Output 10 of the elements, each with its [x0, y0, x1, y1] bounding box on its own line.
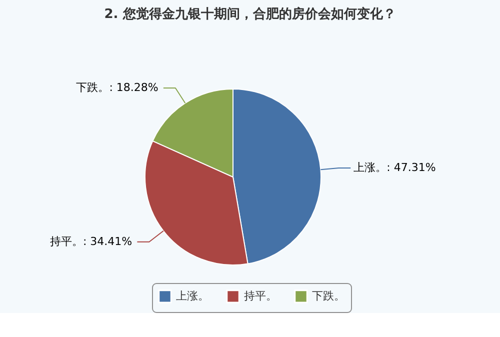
data-label: : 34.41%: [82, 234, 132, 248]
legend-label: 持平。: [244, 289, 277, 302]
slice-label: 下跌。: [76, 81, 110, 94]
legend-label: 上涨。: [176, 289, 209, 302]
data-label: : 18.28%: [109, 81, 158, 94]
data-label: : 47.31%: [386, 161, 436, 174]
chart-title: 2. 您觉得金九银十期间，合肥的房价会如何变化？: [104, 6, 396, 22]
slice-label: 上涨。: [354, 161, 387, 174]
legend-label: 下跌。: [312, 289, 345, 302]
slice-label: 持平。: [50, 234, 83, 248]
